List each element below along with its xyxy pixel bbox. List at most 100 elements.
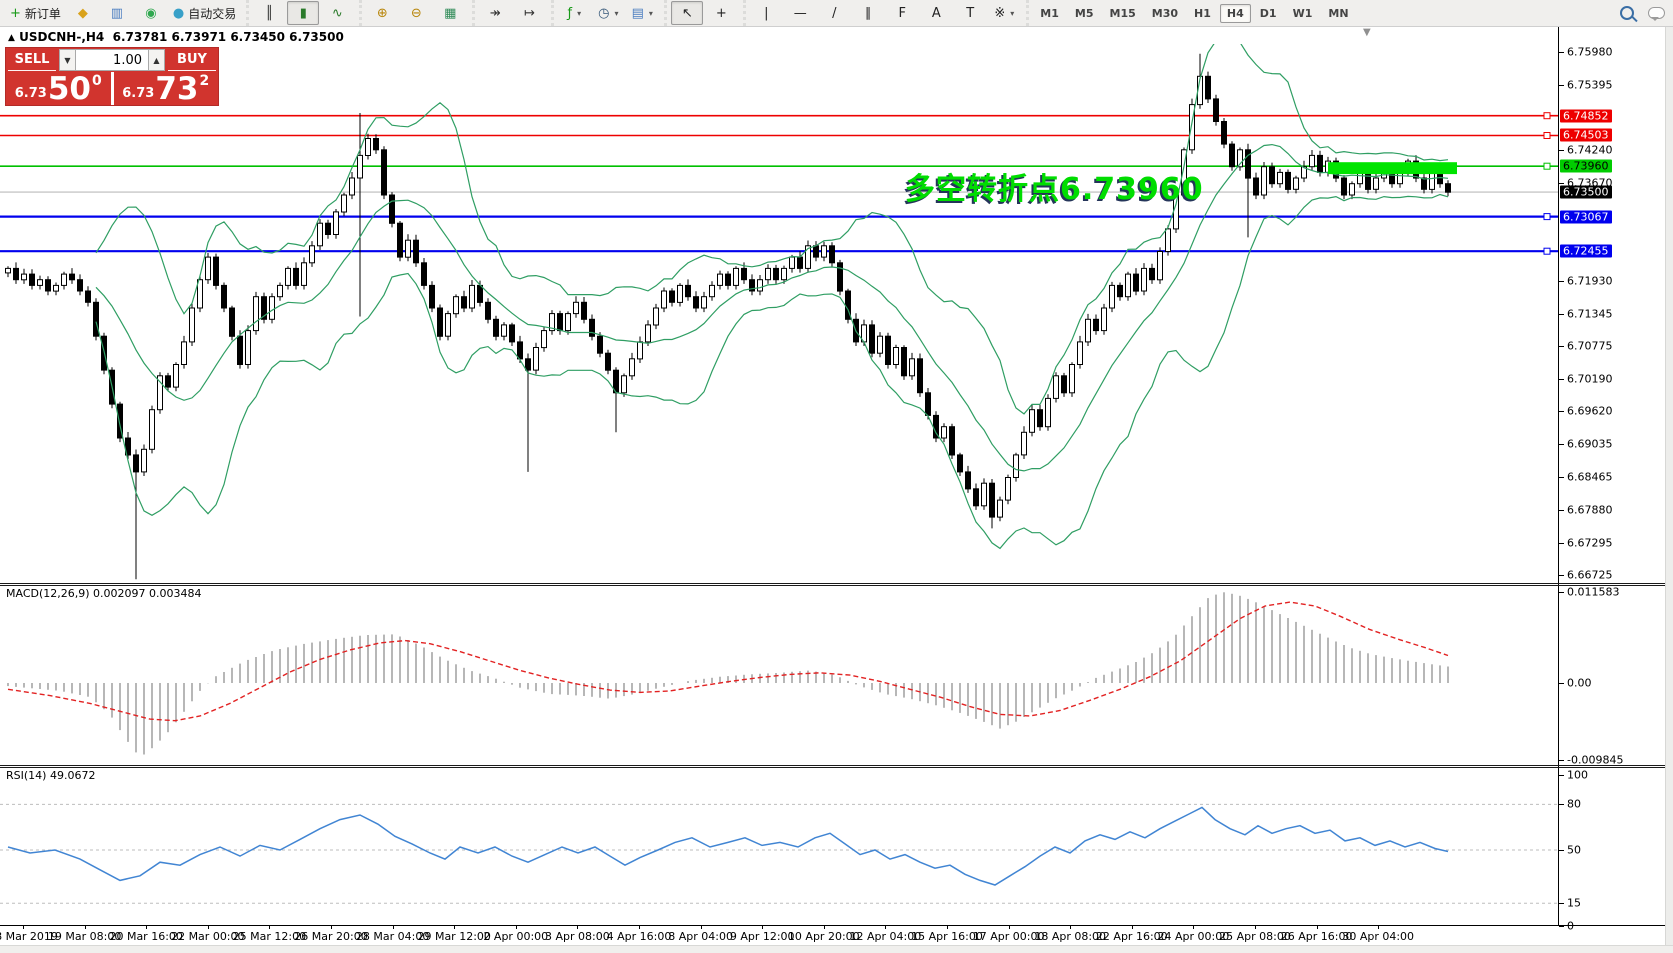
symbol-info: ▲ USDCNH-,H4 6.73781 6.73971 6.73450 6.7…: [8, 30, 344, 44]
zoom-out-button[interactable]: ⊖: [400, 1, 432, 25]
fibonacci-icon: F: [898, 5, 907, 21]
buy-price[interactable]: 6.73 73 2: [114, 72, 219, 105]
time-axis-tick: [1378, 925, 1380, 929]
tile-windows-button[interactable]: ▦: [434, 1, 466, 25]
new-order-button[interactable]: + 新订单: [6, 1, 65, 25]
axis-tick: [1559, 850, 1564, 851]
toolbar-group: | — / ∥ F A T ※ ▾: [743, 0, 1024, 26]
axis-label: 6.70775: [1567, 339, 1613, 353]
text-button[interactable]: A: [920, 1, 952, 25]
time-axis-label: 24 Apr 00:00: [1157, 930, 1230, 943]
arrows-button[interactable]: ※ ▾: [988, 1, 1020, 25]
axis-tick: [1559, 926, 1564, 927]
autotrading-button[interactable]: ● 自动交易: [169, 1, 240, 25]
crosshair-button[interactable]: +: [705, 1, 737, 25]
axis-label: 0.00: [1567, 676, 1592, 690]
toolbar: + 新订单 ◆ ▥ ◉ ● 自动交易 ║ ▮ ∿ ⊕ ⊖ ▦ ↠ ↦ ƒ ▾ ◷ ▾ ▤ ▾ ↖ + | — / ∥ F A T ※ ▾ M1 M…: [0, 0, 1673, 27]
buy-button[interactable]: BUY: [168, 49, 216, 71]
vertical-line-icon: |: [764, 5, 769, 21]
chat-icon[interactable]: [1648, 7, 1665, 21]
time-axis-tick: [84, 925, 86, 929]
zoom-in-icon: ⊕: [376, 5, 388, 21]
buy-price-main: 6.73: [122, 86, 155, 101]
timeframe-w1-button[interactable]: W1: [1292, 6, 1313, 20]
price-chart-canvas[interactable]: [0, 27, 1558, 925]
timeframe-m30-button[interactable]: M30: [1151, 6, 1179, 20]
window-scrollbar[interactable]: [1665, 27, 1673, 945]
sell-button[interactable]: SELL: [8, 49, 56, 71]
candlestick-chart-button[interactable]: ▮: [287, 1, 320, 25]
axis-tick: [1559, 411, 1564, 413]
chevron-down-icon[interactable]: ▾: [648, 8, 653, 18]
line-chart-button[interactable]: ∿: [321, 1, 353, 25]
pane-separator[interactable]: [0, 583, 1673, 584]
signals-button[interactable]: ◉: [135, 1, 167, 25]
chart-shift-button[interactable]: ↦: [513, 1, 545, 25]
time-axis-label: 17 Apr 00:00: [972, 930, 1045, 943]
volume-up-button[interactable]: ▲: [148, 49, 165, 71]
sell-price-pip: 0: [91, 73, 102, 89]
axis-label: 6.69620: [1567, 404, 1613, 418]
vertical-line-button[interactable]: |: [750, 1, 782, 25]
search-icon[interactable]: [1620, 6, 1634, 20]
chevron-down-icon[interactable]: ▾: [577, 8, 582, 18]
axis-tick: [1559, 760, 1564, 762]
time-axis-tick: [947, 925, 948, 929]
timeframe-h1-button[interactable]: H1: [1194, 6, 1211, 20]
pane-separator[interactable]: [0, 585, 1673, 586]
horizontal-line-button[interactable]: —: [784, 1, 816, 25]
status-strip: [0, 945, 1673, 953]
price-axis[interactable]: 6.75980 6.75395 6.74852 6.74503 6.74240 6.739…: [1558, 27, 1667, 933]
styler-button[interactable]: ◆: [67, 1, 99, 25]
bar-chart-button[interactable]: ║: [253, 1, 285, 25]
fibonacci-button[interactable]: F: [886, 1, 918, 25]
auto-scroll-button[interactable]: ↠: [479, 1, 511, 25]
axis-tick: [1559, 775, 1564, 776]
horizontal-line-icon: —: [793, 5, 807, 21]
timeframe-d1-button[interactable]: D1: [1259, 6, 1277, 20]
time-axis-line: [0, 925, 1673, 926]
time-axis-tick: [1008, 925, 1010, 929]
chart-shift-marker-icon[interactable]: ▼: [1363, 27, 1371, 38]
chart-window[interactable]: ▲ USDCNH-,H4 6.73781 6.73971 6.73450 6.7…: [0, 27, 1673, 945]
autotrading-icon: ●: [172, 5, 185, 21]
toolbar-group: ↠ ↦: [472, 0, 549, 26]
axis-label: 0: [1567, 919, 1574, 933]
pane-separator[interactable]: [0, 767, 1673, 768]
market-watch-button[interactable]: ▥: [101, 1, 133, 25]
pane-separator[interactable]: [0, 765, 1673, 766]
macd-signal-value: 0.003484: [149, 587, 202, 600]
chevron-down-icon[interactable]: ▾: [614, 8, 619, 18]
ohlc-high: 6.73971: [171, 30, 227, 44]
sell-price[interactable]: 6.73 50 0: [6, 72, 111, 105]
timeframe-mn-button[interactable]: MN: [1328, 6, 1349, 20]
volume-input[interactable]: 1.00: [76, 49, 148, 71]
volume-down-button[interactable]: ▼: [59, 49, 76, 71]
timeframe-m1-button[interactable]: M1: [1040, 6, 1059, 20]
text-label-button[interactable]: T: [954, 1, 986, 25]
axis-label: 6.73500: [1560, 185, 1612, 199]
templates-button[interactable]: ▤ ▾: [626, 1, 658, 25]
indicators-button[interactable]: ƒ ▾: [558, 1, 590, 25]
timeframe-h4-button[interactable]: H4: [1219, 3, 1251, 23]
time-axis-tick: [331, 925, 332, 929]
periods-button[interactable]: ◷ ▾: [592, 1, 624, 25]
arrows-icon: ※: [994, 5, 1006, 21]
chevron-down-icon[interactable]: ▾: [1010, 8, 1015, 18]
time-axis-tick: [700, 925, 702, 929]
zoom-out-icon: ⊖: [410, 5, 422, 21]
equidistant-channel-button[interactable]: ∥: [852, 1, 884, 25]
timeframe-m5-button[interactable]: M5: [1074, 6, 1094, 20]
chart-annotation-text[interactable]: 多空转折点6.73960: [905, 172, 1204, 207]
timeframe-m15-button[interactable]: M15: [1109, 6, 1136, 20]
cursor-button[interactable]: ↖: [671, 1, 704, 25]
axis-label: 6.66725: [1567, 568, 1613, 582]
axis-tick: [1559, 542, 1564, 544]
zoom-in-button[interactable]: ⊕: [366, 1, 398, 25]
cursor-icon: ↖: [681, 5, 693, 21]
trendline-button[interactable]: /: [818, 1, 850, 25]
time-axis-label: 20 Mar 16:00: [109, 930, 183, 943]
signals-icon: ◉: [145, 5, 157, 21]
axis-label: 6.75395: [1567, 78, 1613, 92]
